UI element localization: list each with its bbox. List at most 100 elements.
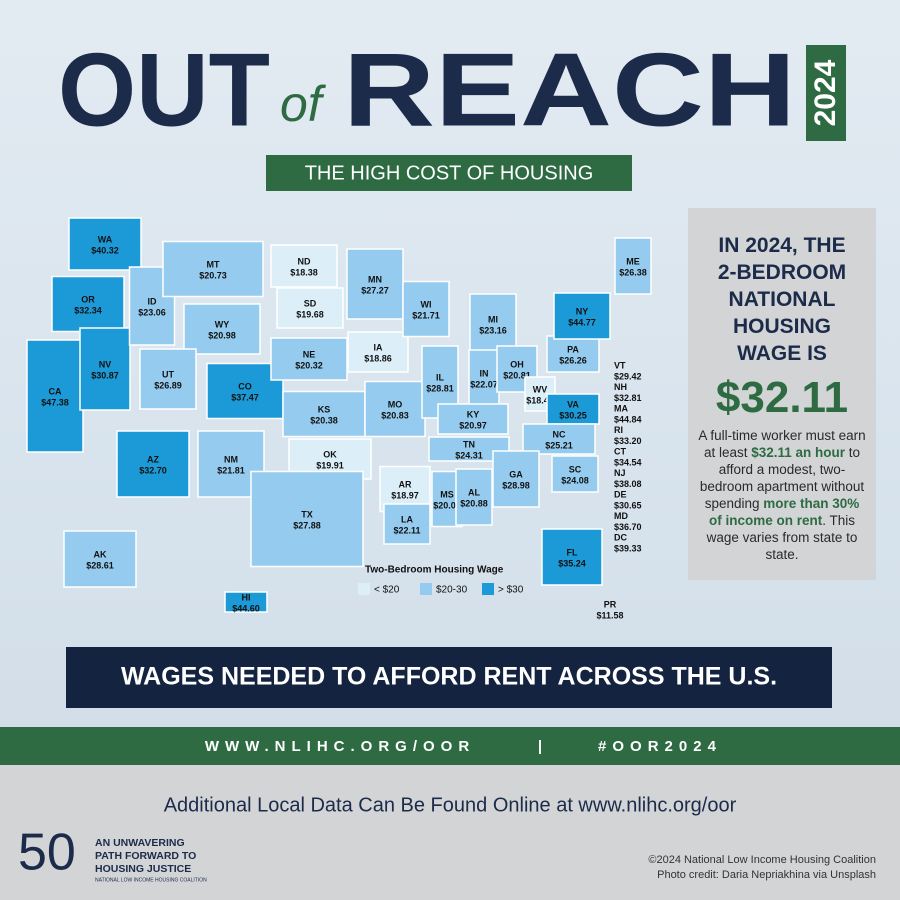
state-abbr: OK xyxy=(323,449,337,459)
sidebar-heading: HOUSING xyxy=(732,315,831,338)
state-abbr: WY xyxy=(215,319,230,329)
state-wage: $20.32 xyxy=(295,360,323,370)
state-wage: $26.38 xyxy=(619,267,647,277)
state xyxy=(139,348,197,410)
state xyxy=(614,237,652,295)
subtitle: THE HIGH COST OF HOUSING xyxy=(305,162,594,184)
year-box xyxy=(806,45,846,141)
state-wage: $20.38 xyxy=(310,415,338,425)
state xyxy=(437,403,509,435)
state-abbr: IA xyxy=(374,342,384,352)
state-wage: $28.61 xyxy=(86,560,114,570)
state-wage: $18.86 xyxy=(364,353,392,363)
state-abbr: LA xyxy=(401,514,413,524)
sidebar-heading: 2-BEDROOM xyxy=(717,261,847,284)
state-abbr: AL xyxy=(468,487,480,497)
copyright: ©2024 National Low Income Housing Coalit… xyxy=(648,854,876,866)
state-abbr: KY xyxy=(467,409,480,419)
state-abbr: MA xyxy=(614,403,628,413)
state-abbr: MI xyxy=(488,314,498,324)
state-abbr: AR xyxy=(399,479,412,489)
state xyxy=(364,380,426,438)
state-abbr: VT xyxy=(614,360,626,370)
state-abbr: TX xyxy=(301,509,313,519)
state-abbr: AZ xyxy=(147,454,159,464)
state-wage: $18.46 xyxy=(526,395,554,405)
state-abbr: NY xyxy=(576,306,589,316)
state-wage: $24.31 xyxy=(455,450,483,460)
body-text: $32.11 an hour xyxy=(751,445,846,460)
state-wage: $20.03 xyxy=(433,500,461,510)
state-abbr: DE xyxy=(614,489,627,499)
state-abbr: NE xyxy=(303,349,316,359)
year: 2024 xyxy=(809,59,842,126)
state xyxy=(270,244,338,288)
state-wage: $30.65 xyxy=(614,500,642,510)
state-wage: $47.38 xyxy=(41,397,69,407)
state-wage: $20.88 xyxy=(460,498,488,508)
state-abbr: FL xyxy=(567,547,578,557)
state-abbr: IN xyxy=(480,368,489,378)
state-abbr: NH xyxy=(614,382,627,392)
state-abbr: MN xyxy=(368,274,382,284)
footer-box xyxy=(0,765,900,900)
state xyxy=(346,248,404,320)
state-wage: $40.32 xyxy=(91,245,119,255)
state-wage: $26.26 xyxy=(559,355,587,365)
sidebar-heading: NATIONAL xyxy=(728,288,836,311)
state-wage: $29.42 xyxy=(614,371,642,381)
state-wage: $44.77 xyxy=(568,317,596,327)
body-text: . This wage varies from state to state. xyxy=(706,513,858,562)
link-band xyxy=(0,727,900,765)
state-abbr: WI xyxy=(421,299,432,309)
banner: WAGES NEEDED TO AFFORD RENT ACROSS THE U… xyxy=(121,663,777,691)
state-wage: $38.08 xyxy=(614,479,642,489)
state-abbr: NC xyxy=(553,429,566,439)
state xyxy=(26,339,84,453)
state-wage: $20.81 xyxy=(503,370,531,380)
state-wage: $27.27 xyxy=(361,285,389,295)
state-wage: $21.71 xyxy=(412,310,440,320)
state-wage: $28.98 xyxy=(502,480,530,490)
state-wage: $19.68 xyxy=(296,309,324,319)
state xyxy=(492,450,540,508)
legend-title: Two-Bedroom Housing Wage xyxy=(365,565,504,576)
legend-swatch xyxy=(482,583,494,595)
state-abbr: CT xyxy=(614,446,626,456)
state-wage: $23.06 xyxy=(138,307,166,317)
legend-swatch xyxy=(420,583,432,595)
state-abbr: SD xyxy=(304,298,317,308)
state-wage: $44.84 xyxy=(614,414,642,424)
link: WWW.NLIHC.ORG/OOR xyxy=(205,738,475,755)
state-wage: $24.08 xyxy=(561,475,589,485)
state-abbr: IL xyxy=(436,372,445,382)
state-abbr: PR xyxy=(604,599,617,609)
state xyxy=(282,390,366,438)
state xyxy=(270,337,348,381)
subtitle-box xyxy=(266,155,632,191)
state-wage: $20.83 xyxy=(381,410,409,420)
state xyxy=(197,430,265,498)
state-abbr: GA xyxy=(509,469,523,479)
state-abbr: ME xyxy=(626,256,640,266)
state xyxy=(347,331,409,373)
state-abbr: MS xyxy=(440,489,454,499)
logo-sub: NATIONAL LOW INCOME HOUSING COALITION xyxy=(95,877,207,883)
state-abbr: MT xyxy=(207,259,220,269)
state-wage: $30.25 xyxy=(559,410,587,420)
state xyxy=(276,287,344,329)
state-wage: $44.60 xyxy=(232,603,260,613)
separator: | xyxy=(538,738,542,755)
state-wage: $11.58 xyxy=(596,610,623,620)
state-wage: $30.87 xyxy=(91,370,119,380)
state-wage: $34.54 xyxy=(614,457,642,467)
state-wage: $32.34 xyxy=(74,305,102,315)
state-wage: $37.47 xyxy=(231,392,259,402)
state xyxy=(79,327,131,411)
body-text: more than 30% of income on rent xyxy=(708,496,860,528)
state-wage: $26.89 xyxy=(154,380,182,390)
state xyxy=(546,335,600,373)
state-abbr: MD xyxy=(614,511,628,521)
state-abbr: CA xyxy=(49,386,62,396)
